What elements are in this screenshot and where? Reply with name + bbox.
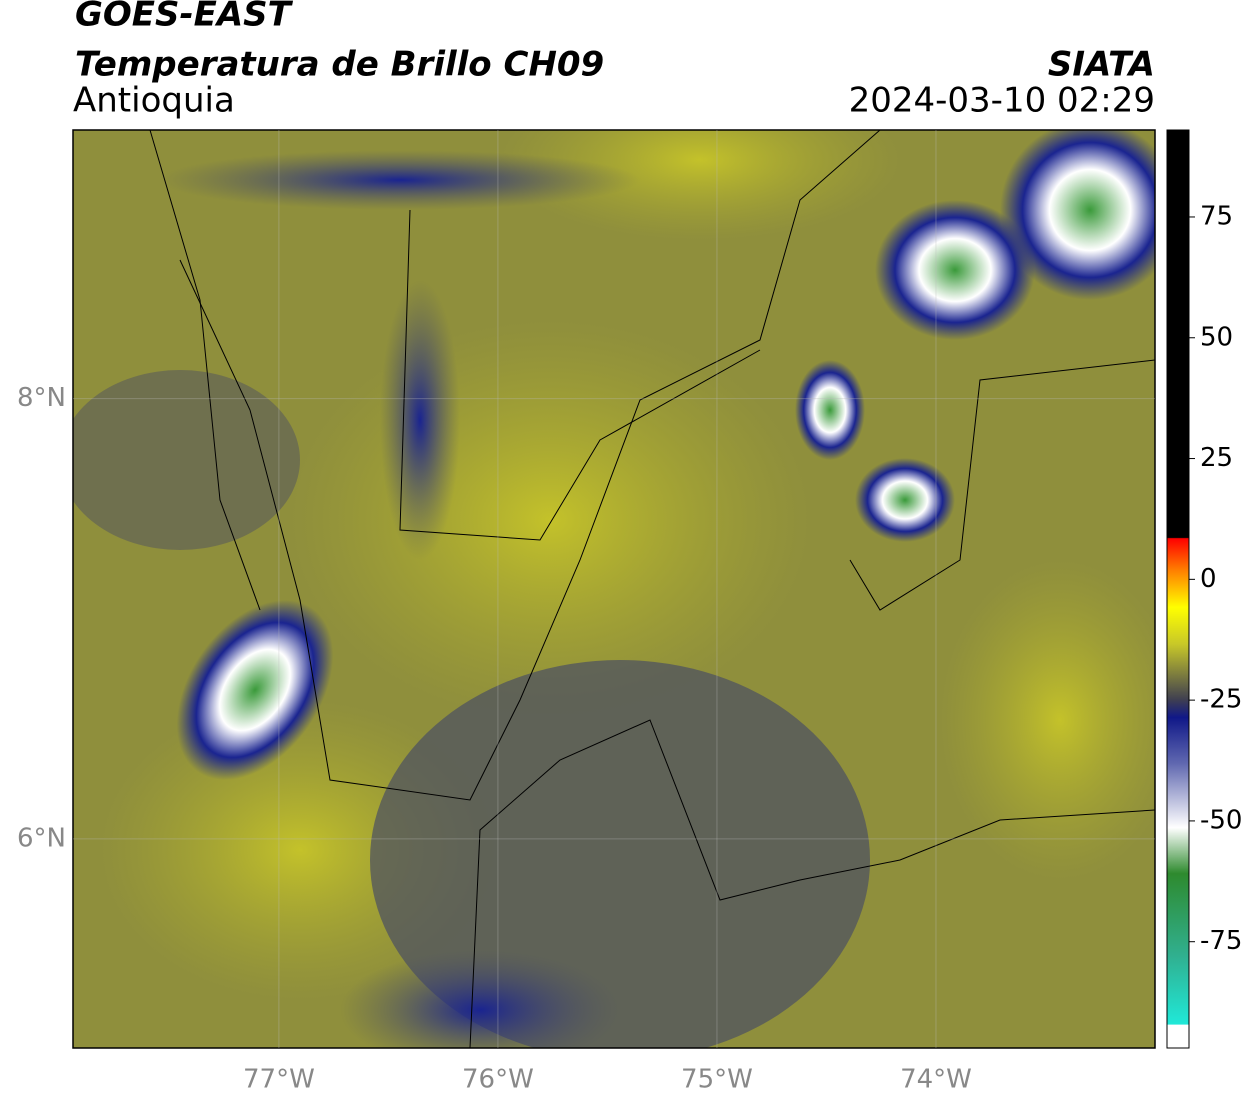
source: SIATA bbox=[1048, 45, 1155, 85]
y-tick-label: 6°N bbox=[17, 823, 66, 853]
title: GOES-EAST bbox=[75, 0, 294, 35]
colorbar bbox=[1166, 129, 1190, 1049]
timestamp: 2024-03-10 02:29 bbox=[849, 81, 1155, 121]
colorbar-tick-label: 0 bbox=[1200, 564, 1217, 594]
x-tick-label: 76°W bbox=[462, 1065, 534, 1095]
colorbar-tick-label: -50 bbox=[1200, 805, 1242, 835]
map-frame bbox=[72, 129, 1156, 1049]
colorbar-tick-label: 75 bbox=[1200, 201, 1233, 231]
region: Antioquia bbox=[73, 81, 235, 121]
y-tick-label: 8°N bbox=[17, 383, 66, 413]
subtitle: Temperatura de Brillo CH09 bbox=[75, 45, 604, 85]
colorbar-tick-label: -25 bbox=[1200, 685, 1242, 715]
colorbar-tick-label: 25 bbox=[1200, 443, 1233, 473]
map-imagery bbox=[73, 130, 1155, 1048]
colorbar-tick-label: -75 bbox=[1200, 926, 1242, 956]
colorbar-tick-label: 50 bbox=[1200, 322, 1233, 352]
x-tick-label: 74°W bbox=[900, 1065, 972, 1095]
x-tick-label: 77°W bbox=[243, 1065, 315, 1095]
x-tick-label: 75°W bbox=[681, 1065, 753, 1095]
